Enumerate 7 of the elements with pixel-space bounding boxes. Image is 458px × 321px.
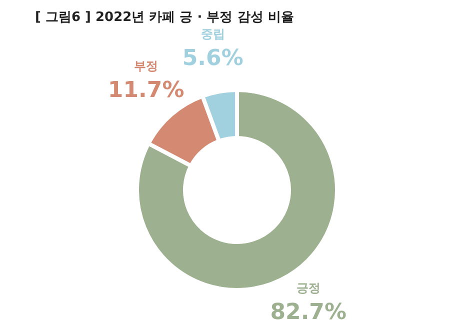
data-label: 82.7% bbox=[270, 300, 347, 321]
slice-label: 긍정 bbox=[296, 281, 320, 296]
slice-label: 부정 bbox=[134, 59, 158, 74]
slice-label: 중립 bbox=[200, 27, 225, 42]
chart-title: [ 그림6 ] 2022년 카페 긍 · 부정 감성 비율 bbox=[35, 10, 294, 25]
data-label: 11.7% bbox=[108, 78, 184, 104]
data-label: 5.6% bbox=[182, 46, 244, 72]
